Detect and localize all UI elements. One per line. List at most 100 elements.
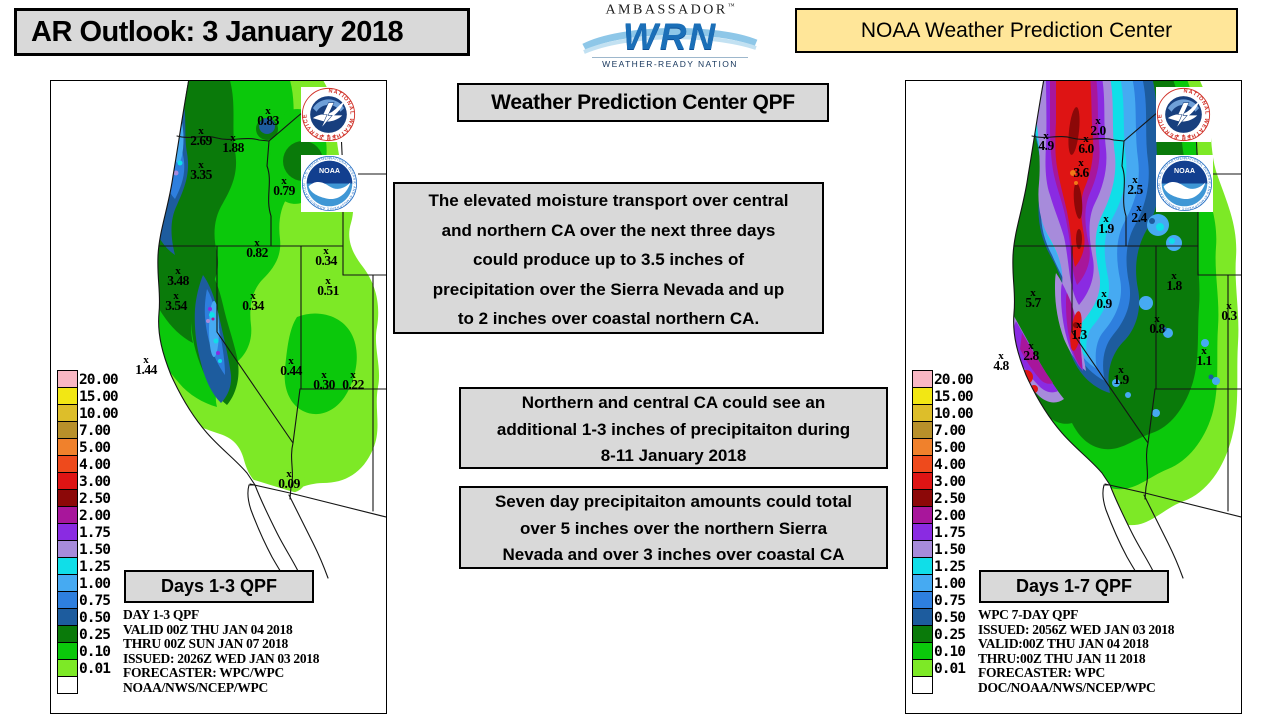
legend-swatch bbox=[912, 591, 933, 609]
precip-color-scale: 20.00 15.00 10.00 7.00 5.00 4.00 3.00 2.50 2.00 1… bbox=[57, 370, 119, 694]
legend-value: 1.00 bbox=[79, 575, 111, 592]
legend-value: 1.25 bbox=[79, 558, 111, 575]
callout-moisture-transport: The elevated moisture transport over cen… bbox=[393, 182, 824, 334]
noaa-wpc-banner: NOAA Weather Prediction Center bbox=[795, 8, 1238, 53]
legend-swatch bbox=[57, 557, 78, 575]
legend-entry: 10.00 bbox=[57, 404, 119, 422]
legend-entry: 2.50 bbox=[57, 489, 118, 507]
legend-entry bbox=[912, 676, 973, 694]
legend-swatch bbox=[912, 438, 933, 456]
legend-swatch bbox=[57, 591, 78, 609]
legend-entry: 0.10 bbox=[57, 642, 118, 660]
legend-swatch bbox=[57, 540, 78, 558]
legend-value: 10.00 bbox=[934, 405, 974, 422]
legend-value: 0.10 bbox=[934, 643, 966, 660]
wrn-acronym: WRN bbox=[622, 15, 718, 57]
legend-entry: 10.00 bbox=[912, 404, 974, 422]
legend-swatch bbox=[912, 659, 933, 677]
legend-entry: 0.01 bbox=[57, 659, 118, 677]
legend-value: 0.25 bbox=[79, 626, 111, 643]
legend-value: 0.10 bbox=[79, 643, 111, 660]
legend-swatch bbox=[912, 404, 933, 422]
legend-value: 0.50 bbox=[934, 609, 966, 626]
legend-entry: 7.00 bbox=[912, 421, 973, 439]
legend-swatch bbox=[57, 625, 78, 643]
map-credits-days-1-7: WPC 7-DAY QPF ISSUED: 2056Z WED JAN 03 2… bbox=[978, 607, 1175, 695]
precip-color-scale: 20.00 15.00 10.00 7.00 5.00 4.00 3.00 2.50 2.00 1… bbox=[912, 370, 974, 694]
legend-entry: 2.00 bbox=[912, 506, 973, 524]
ocean-mask bbox=[906, 81, 1162, 597]
legend-value: 3.00 bbox=[79, 473, 111, 490]
legend-swatch bbox=[912, 506, 933, 524]
legend-swatch bbox=[912, 472, 933, 490]
legend-swatch bbox=[57, 438, 78, 456]
legend-value: 15.00 bbox=[934, 388, 974, 405]
legend-swatch bbox=[57, 676, 78, 694]
nws-logo: NATIONAL WEATHER SERVICE ★ ★ ★ bbox=[1156, 87, 1211, 142]
legend-value: 20.00 bbox=[934, 371, 974, 388]
legend-entry: 7.00 bbox=[57, 421, 118, 439]
callout-additional-precip: Northern and central CA could see an add… bbox=[459, 387, 888, 469]
legend-swatch bbox=[57, 523, 78, 541]
legend-entry: 0.25 bbox=[912, 625, 973, 643]
legend-swatch bbox=[57, 642, 78, 660]
legend-value: 1.75 bbox=[934, 524, 966, 541]
legend-value: 0.01 bbox=[934, 660, 966, 677]
legend-value: 1.75 bbox=[79, 524, 111, 541]
legend-entry: 4.00 bbox=[57, 455, 118, 473]
legend-swatch bbox=[57, 421, 78, 439]
legend-entry: 0.75 bbox=[912, 591, 973, 609]
map-days-1-7-qpf: 20.00 15.00 10.00 7.00 5.00 4.00 3.00 2.50 2.00 1… bbox=[905, 80, 1242, 714]
legend-entry: 15.00 bbox=[912, 387, 974, 405]
wrn-ambassador-logo: AMBASSADOR™ WRN WEATHER-READY NATION bbox=[578, 2, 762, 69]
ocean-mask bbox=[51, 81, 307, 597]
legend-swatch bbox=[912, 421, 933, 439]
legend-entry: 4.00 bbox=[912, 455, 973, 473]
legend-value: 2.00 bbox=[79, 507, 111, 524]
legend-entry: 0.75 bbox=[57, 591, 118, 609]
legend-swatch bbox=[912, 523, 933, 541]
legend-entry: 20.00 bbox=[57, 370, 119, 388]
slide-title-box: AR Outlook: 3 January 2018 bbox=[14, 8, 470, 56]
legend-value: 0.01 bbox=[79, 660, 111, 677]
trademark-symbol: ™ bbox=[727, 2, 735, 10]
legend-entry: 1.50 bbox=[912, 540, 973, 558]
legend-entry: 1.75 bbox=[912, 523, 973, 541]
days-1-3-qpf-label-box: Days 1-3 QPF bbox=[124, 570, 314, 603]
legend-swatch bbox=[912, 676, 933, 694]
legend-value: 5.00 bbox=[79, 439, 111, 456]
qpf-header-text: Weather Prediction Center QPF bbox=[491, 90, 795, 114]
legend-entry bbox=[57, 676, 118, 694]
map-credits-days-1-3: DAY 1-3 QPF VALID 00Z THU JAN 04 2018 TH… bbox=[123, 607, 320, 695]
legend-value: 2.50 bbox=[934, 490, 966, 507]
legend-swatch bbox=[57, 455, 78, 473]
legend-value: 1.50 bbox=[79, 541, 111, 558]
legend-value: 5.00 bbox=[934, 439, 966, 456]
qpf-header-box: Weather Prediction Center QPF bbox=[457, 83, 829, 122]
svg-text:★ ★ ★: ★ ★ ★ bbox=[320, 133, 337, 139]
legend-swatch bbox=[912, 557, 933, 575]
noaa-logo: NATIONAL OCEANIC AND ATMOSPHERIC ADMINIS… bbox=[1156, 155, 1213, 212]
days-1-3-qpf-label: Days 1-3 QPF bbox=[160, 576, 278, 596]
legend-entry: 3.00 bbox=[912, 472, 973, 490]
legend-entry: 15.00 bbox=[57, 387, 119, 405]
legend-swatch bbox=[57, 489, 78, 507]
legend-value: 0.75 bbox=[79, 592, 111, 609]
legend-entry: 0.25 bbox=[57, 625, 118, 643]
legend-value: 4.00 bbox=[934, 456, 966, 473]
legend-value: 2.50 bbox=[79, 490, 111, 507]
legend-value: 0.75 bbox=[934, 592, 966, 609]
legend-entry: 20.00 bbox=[912, 370, 974, 388]
legend-swatch bbox=[912, 455, 933, 473]
legend-swatch bbox=[57, 472, 78, 490]
legend-value: 15.00 bbox=[79, 388, 119, 405]
legend-swatch bbox=[912, 625, 933, 643]
legend-value: 0.25 bbox=[934, 626, 966, 643]
legend-value: 7.00 bbox=[934, 422, 966, 439]
legend-value: 4.00 bbox=[79, 456, 111, 473]
nws-logo: NATIONAL WEATHER SERVICE ★ ★ ★ bbox=[301, 87, 356, 142]
legend-swatch bbox=[57, 404, 78, 422]
legend-swatch bbox=[57, 387, 78, 405]
wrn-ambassador-text: AMBASSADOR™ bbox=[605, 2, 735, 18]
legend-entry: 1.50 bbox=[57, 540, 118, 558]
